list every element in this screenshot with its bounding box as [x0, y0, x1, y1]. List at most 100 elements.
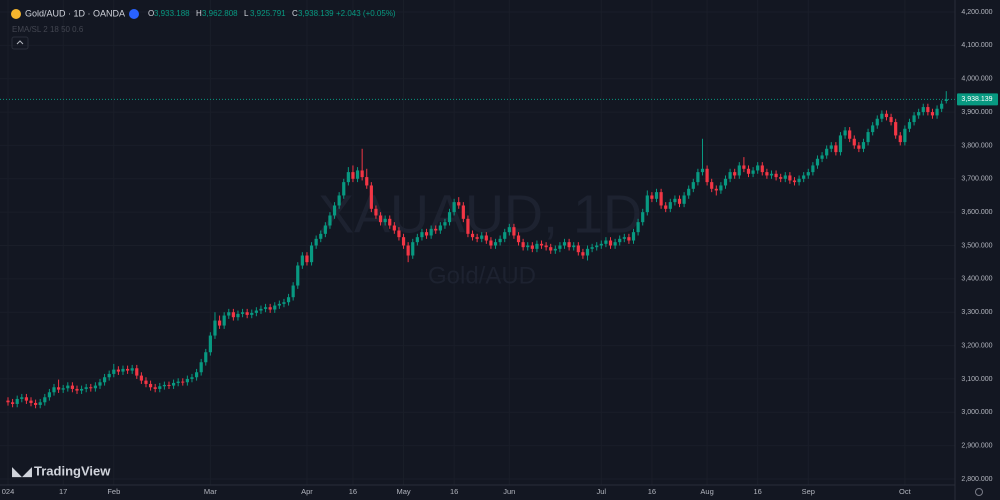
candle-body	[66, 385, 70, 389]
y-tick-label: 3,600.000	[961, 209, 992, 216]
candle-body	[857, 145, 861, 149]
candle-body	[470, 233, 475, 238]
candle-body	[806, 172, 810, 176]
candle-body	[512, 227, 516, 236]
candle-body	[737, 165, 741, 176]
collapse-icon	[16, 40, 24, 45]
candle-body	[125, 368, 130, 371]
candle-body	[355, 170, 360, 179]
candle-body	[562, 242, 567, 246]
replay-icon[interactable]	[129, 9, 139, 19]
candle-body	[742, 165, 746, 169]
candle-body	[29, 400, 33, 403]
candle-body	[208, 335, 212, 353]
candle-body	[351, 172, 355, 179]
candle-body	[636, 222, 640, 233]
candle-body	[300, 255, 304, 266]
candle-body	[162, 384, 166, 387]
candle-body	[613, 242, 617, 246]
candle-body	[498, 238, 502, 243]
candle-body	[434, 228, 438, 231]
candle-body	[507, 227, 511, 233]
candle-body	[411, 242, 415, 256]
candle-body	[728, 172, 732, 179]
candle-body	[503, 232, 507, 239]
candle-body	[760, 165, 764, 173]
candle-body	[236, 313, 240, 318]
candle-body	[797, 178, 801, 183]
candle-body	[779, 177, 783, 179]
y-tick-label: 3,200.000	[961, 342, 992, 349]
y-tick-label: 3,800.000	[961, 142, 992, 149]
candle-body	[705, 168, 709, 183]
candle-body	[714, 188, 718, 191]
candle-body	[926, 107, 930, 113]
x-tick-label: Sep	[802, 487, 815, 496]
candle-body	[401, 237, 406, 246]
settings-icon[interactable]	[975, 488, 983, 496]
y-tick-label: 3,100.000	[961, 376, 992, 383]
candle-body	[93, 385, 97, 389]
candle-body	[296, 265, 300, 286]
candle-body	[268, 307, 272, 310]
candle-body	[691, 182, 695, 189]
candle-body	[365, 177, 369, 186]
candle-body	[43, 397, 47, 403]
candle-body	[213, 320, 217, 336]
candle-body	[912, 115, 916, 123]
candle-body	[599, 243, 603, 246]
x-tick-label: Mar	[204, 487, 217, 496]
candle-body	[406, 245, 410, 256]
candle-body	[480, 235, 484, 239]
y-tick-label: 4,100.000	[961, 42, 992, 49]
candle-body	[673, 198, 677, 203]
candle-body	[383, 218, 387, 223]
collapse-button[interactable]	[11, 36, 29, 50]
candle-body	[650, 195, 654, 199]
candle-body	[75, 388, 79, 391]
ohlc-value: 3,933.188	[154, 9, 190, 18]
x-tick-label: 16	[648, 487, 656, 496]
x-tick-label: 16	[754, 487, 762, 496]
candle-body	[204, 352, 208, 363]
candle-body	[167, 384, 171, 386]
indicator-legend[interactable]: EMA/SL 2 18 50 0.6	[12, 25, 84, 34]
candle-body	[6, 400, 10, 403]
candle-body	[323, 225, 327, 234]
y-tick-label: 3,500.000	[961, 242, 992, 249]
candle-body	[493, 242, 498, 246]
candle-body	[654, 192, 659, 199]
x-tick-label: Feb	[107, 487, 120, 496]
candle-body	[139, 375, 143, 381]
candle-body	[765, 172, 769, 176]
candle-body	[466, 218, 470, 234]
logo[interactable]: TradingView	[34, 463, 111, 478]
candle-body	[783, 175, 787, 179]
candle-body	[447, 212, 452, 223]
candle-body	[687, 188, 691, 196]
candle-body	[696, 172, 700, 183]
candle-body	[374, 208, 378, 216]
ohlc-value: 3,938.139	[298, 9, 334, 18]
candle-body	[820, 155, 824, 159]
candle-body	[549, 247, 553, 251]
symbol-title[interactable]: Gold/AUD · 1D · OANDA	[25, 8, 125, 18]
candle-body	[56, 387, 61, 390]
candle-body	[489, 240, 493, 246]
candle-body	[11, 402, 15, 404]
candle-body	[89, 387, 93, 389]
candle-body	[875, 118, 879, 126]
x-tick-label: 024	[2, 487, 15, 496]
candle-body	[792, 180, 797, 183]
last-price-box	[957, 93, 998, 106]
candle-body	[944, 99, 948, 102]
candle-body	[526, 245, 530, 248]
candle-body	[102, 377, 107, 383]
candle-body	[710, 182, 714, 189]
candle-body	[719, 185, 723, 191]
y-tick-label: 3,700.000	[961, 176, 992, 183]
axes: 2,800.000 2,900.000 3,000.000 3,100.000 3,20…	[0, 9, 998, 496]
candle-body	[769, 173, 774, 176]
ohlc-key: L	[244, 9, 249, 18]
